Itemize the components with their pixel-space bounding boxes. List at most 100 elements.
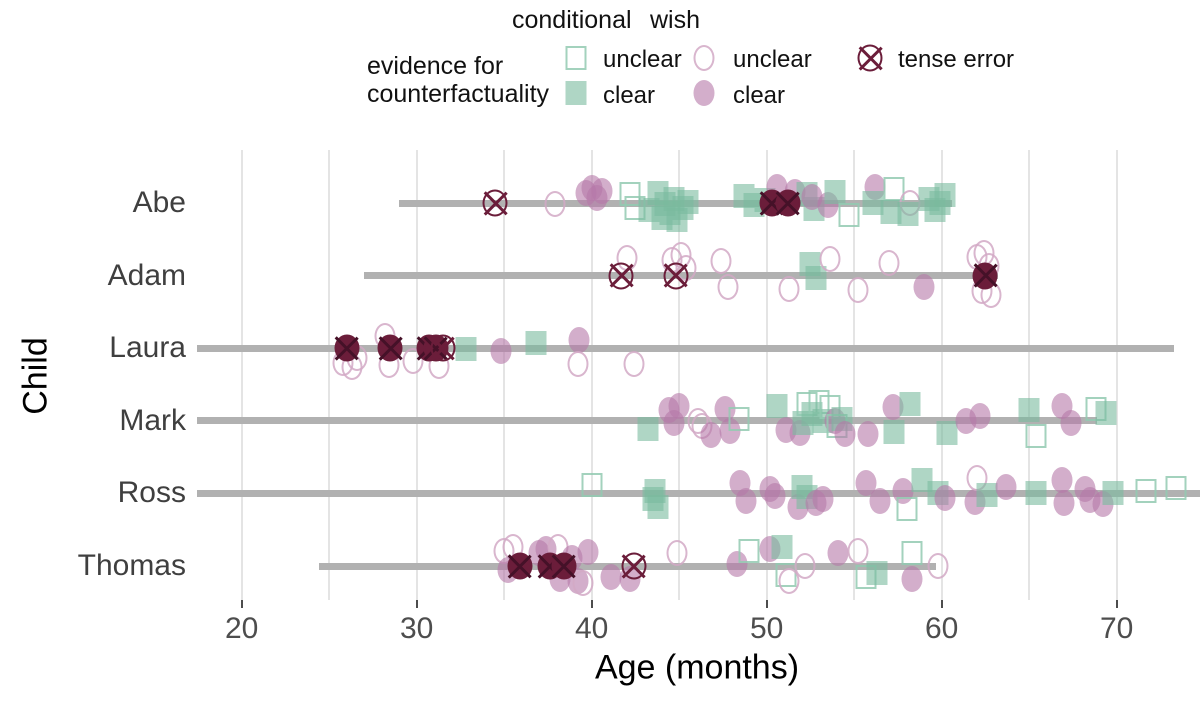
- data-point: [600, 564, 622, 590]
- data-point: [668, 392, 690, 419]
- data-point: [677, 190, 699, 214]
- data-point: [568, 327, 590, 354]
- gridline-55: [853, 150, 856, 600]
- y-label-abe: Abe: [132, 186, 186, 219]
- data-point: [901, 541, 923, 565]
- data-point: [778, 275, 800, 302]
- data-point: [572, 570, 594, 596]
- x-tick-label-30: 30: [400, 612, 434, 645]
- data-point: [878, 249, 900, 276]
- data-point: [847, 276, 869, 303]
- legend-label-tense-error: tense error: [898, 46, 1015, 73]
- legend-group-label-line1: evidence for: [367, 52, 504, 80]
- x-tick-label-60: 60: [925, 612, 959, 645]
- data-point: [805, 265, 827, 290]
- data-point: [735, 488, 757, 515]
- data-point: [482, 189, 508, 217]
- y-label-laura: Laura: [109, 331, 186, 365]
- gridline-40: [590, 150, 593, 600]
- filled-circle-icon: [693, 80, 715, 106]
- data-point: [855, 470, 877, 497]
- data-point: [644, 479, 666, 504]
- open-circle-icon: [693, 45, 715, 71]
- data-point: [577, 539, 599, 565]
- x-tick-label-40: 40: [575, 612, 609, 645]
- data-point: [1135, 479, 1157, 504]
- x-tick-40: [590, 600, 593, 608]
- data-point: [927, 553, 949, 579]
- open-square-icon: [565, 46, 587, 70]
- plot-panel: [197, 150, 1200, 600]
- data-point: [719, 417, 741, 444]
- legend-title-wish: wish: [650, 6, 701, 34]
- gridline-35: [503, 150, 506, 600]
- data-point: [726, 551, 748, 577]
- data-point: [525, 331, 547, 356]
- x-tick-20: [240, 600, 243, 608]
- x-tick-label-50: 50: [750, 612, 784, 645]
- data-point: [847, 538, 869, 564]
- data-point: [778, 568, 800, 594]
- data-point: [913, 273, 935, 300]
- data-point: [1102, 481, 1124, 506]
- data-point: [827, 540, 849, 566]
- data-point: [507, 552, 533, 580]
- data-point: [623, 351, 645, 378]
- data-point: [1025, 423, 1047, 448]
- data-point: [490, 338, 512, 365]
- x-tick-70: [1115, 600, 1118, 608]
- data-point: [976, 483, 998, 508]
- gridline-50: [765, 150, 768, 600]
- data-point: [969, 402, 991, 429]
- gridline-20: [240, 150, 243, 600]
- data-point: [882, 393, 904, 420]
- data-point: [934, 183, 956, 207]
- gridline-60: [940, 150, 943, 600]
- x-axis-title: Age (months): [594, 648, 800, 687]
- data-point: [1018, 397, 1040, 422]
- range-line-ross: [197, 489, 1200, 497]
- data-point: [775, 189, 801, 217]
- data-point: [812, 486, 834, 513]
- data-point: [834, 420, 856, 447]
- legend-group-label-line2: counterfactuality: [367, 80, 550, 108]
- data-point: [700, 421, 722, 448]
- data-point: [766, 393, 788, 418]
- data-point: [717, 273, 739, 300]
- gridline-45: [678, 150, 681, 600]
- y-label-thomas: Thomas: [77, 549, 186, 582]
- data-point: [619, 182, 641, 206]
- x-tick-60: [940, 600, 943, 608]
- data-point: [1060, 409, 1082, 436]
- data-point: [972, 262, 998, 290]
- data-point: [901, 566, 923, 592]
- data-point: [866, 561, 888, 585]
- data-point: [637, 416, 659, 441]
- data-point: [764, 483, 786, 510]
- data-point: [819, 245, 841, 272]
- data-point: [857, 420, 879, 447]
- gridline-30: [415, 150, 418, 600]
- data-point: [1025, 481, 1047, 506]
- data-point: [621, 552, 647, 580]
- data-point: [862, 191, 884, 215]
- data-point: [1165, 476, 1187, 501]
- data-point: [838, 203, 860, 227]
- data-point: [430, 334, 456, 362]
- data-point: [899, 391, 921, 416]
- data-point: [1053, 490, 1075, 517]
- y-label-adam: Adam: [107, 258, 186, 292]
- data-point: [995, 474, 1017, 501]
- data-point: [334, 334, 360, 362]
- data-point: [883, 419, 905, 444]
- data-point: [544, 191, 566, 217]
- data-point: [663, 262, 689, 290]
- data-point: [591, 178, 613, 204]
- x-tick-50: [765, 600, 768, 608]
- data-point: [581, 473, 603, 498]
- x-tick-label-20: 20: [225, 612, 259, 645]
- data-point: [794, 553, 816, 579]
- data-point: [896, 497, 918, 522]
- data-point: [934, 485, 956, 512]
